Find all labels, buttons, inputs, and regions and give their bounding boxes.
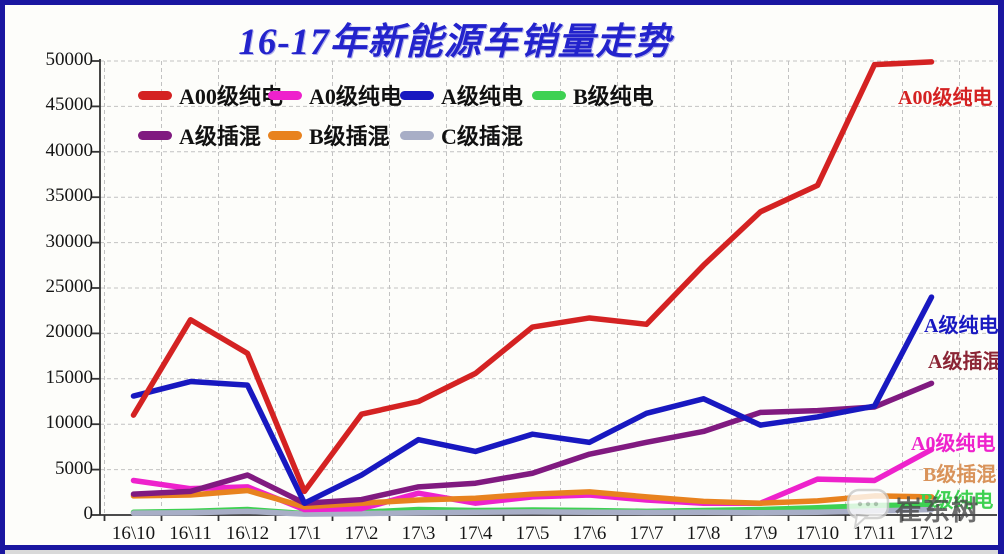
x-tick-label: 16\10 [111, 523, 156, 544]
legend-swatch-icon [268, 90, 302, 100]
y-tick-label: 25000 [45, 276, 94, 297]
series-line [130, 59, 935, 495]
series-line [130, 487, 935, 510]
x-tick-label: 17\5 [515, 523, 550, 544]
x-tick-label: 17\10 [795, 523, 840, 544]
y-tick-label: 30000 [45, 230, 94, 252]
series-line [130, 380, 935, 506]
x-tick-label: 16\12 [225, 523, 270, 544]
series-end-label: B级插混 [923, 464, 997, 486]
legend-swatch-icon [400, 90, 434, 100]
y-tick-label: 45000 [45, 94, 94, 116]
series-end-label: A级插混 [928, 351, 1003, 373]
legend-item: B级纯电 [532, 82, 654, 109]
series-end-label: B级纯电 [920, 490, 994, 512]
legend-item: A0级纯电 [268, 82, 402, 109]
legend-label: C级插混 [441, 124, 523, 149]
x-tick-label: 17\3 [401, 523, 436, 544]
legend-item: A级纯电 [400, 82, 523, 109]
legend-item: A级插混 [138, 122, 261, 149]
legend-swatch-icon [138, 90, 172, 100]
y-tick-label: 0 [83, 503, 94, 524]
x-tick-label: 17\9 [743, 523, 778, 544]
chart-canvas [92, 59, 997, 521]
x-tick-label: 17\11 [853, 523, 896, 544]
chat-bubble-icon [846, 488, 890, 529]
legend-item: C级插混 [400, 122, 523, 149]
y-tick-label: 35000 [45, 185, 94, 207]
legend-swatch-icon [138, 130, 172, 140]
legend-item: A00级纯电 [138, 82, 283, 109]
y-tick-label: 50000 [45, 49, 94, 70]
legend-label: A0级纯电 [309, 84, 402, 109]
x-tick-label: 17\6 [572, 523, 607, 544]
series-end-label: A级纯电 [924, 315, 999, 337]
legend-swatch-icon [400, 130, 434, 140]
y-tick-label: 5000 [55, 457, 93, 479]
x-tick-label: 17\7 [629, 523, 664, 544]
y-tick-label: 40000 [45, 139, 94, 161]
series-end-label: A0级纯电 [911, 433, 996, 455]
legend-label: B级插混 [309, 124, 390, 149]
legend-label: A00级纯电 [179, 84, 283, 109]
y-tick-label: 10000 [45, 412, 94, 434]
legend-swatch-icon [532, 90, 566, 100]
legend-label: B级纯电 [573, 84, 654, 109]
legend-swatch-icon [268, 130, 302, 140]
x-tick-label: 17\2 [344, 523, 379, 544]
legend-item: B级插混 [268, 122, 390, 149]
y-tick-label: 15000 [45, 366, 94, 388]
legend-label: A级插混 [179, 124, 261, 149]
legend-label: A级纯电 [441, 84, 523, 109]
bottom-border [5, 545, 998, 550]
x-tick-label: 16\11 [169, 523, 212, 544]
x-tick-label: 17\12 [909, 523, 954, 544]
series-end-label: A00级纯电 [898, 87, 993, 109]
x-tick-label: 17\8 [686, 523, 721, 544]
watermark: 崔东树 [845, 487, 979, 529]
series-line [130, 506, 935, 517]
chart-title: 16-17年新能源车销量走势 [238, 22, 672, 63]
bottom-pad [5, 550, 998, 554]
series-line [130, 294, 935, 506]
x-tick-label: 17\1 [287, 523, 322, 544]
x-tick-label: 17\4 [458, 523, 493, 544]
y-tick-label: 20000 [45, 321, 94, 343]
watermark-text: 崔东树 [895, 495, 979, 526]
